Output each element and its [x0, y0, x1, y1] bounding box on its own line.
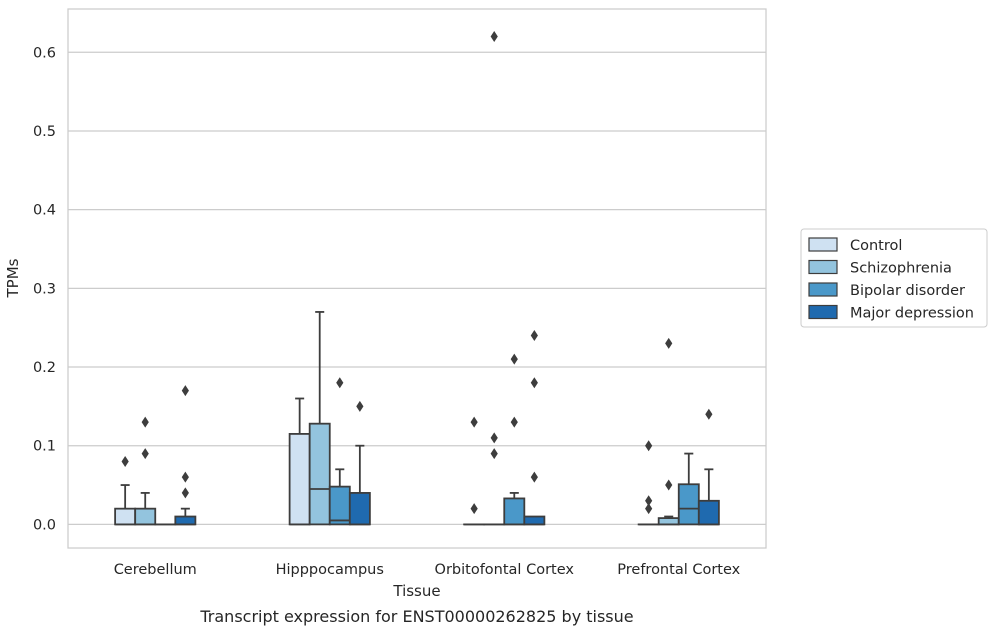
- y-tick-label: 0.0: [33, 517, 56, 533]
- gridlines: [68, 51, 766, 526]
- outlier-point: [645, 440, 653, 452]
- outlier-point: [510, 353, 518, 365]
- outlier-point: [490, 31, 498, 43]
- box: [503, 353, 526, 526]
- outlier-point: [665, 479, 673, 491]
- box-body: [288, 433, 311, 526]
- y-tick-label: 0.2: [33, 360, 56, 376]
- box-body: [134, 507, 157, 526]
- chart-caption: Transcript expression for ENST0000026282…: [199, 607, 633, 626]
- outlier-point: [705, 408, 713, 420]
- plot-frame: [67, 8, 767, 549]
- outlier-point: [470, 503, 478, 515]
- legend-label: Control: [850, 238, 902, 254]
- box: [134, 416, 157, 526]
- box: [697, 408, 720, 526]
- y-tick-label: 0.4: [33, 203, 56, 219]
- x-tick-label: Prefrontal Cortex: [617, 562, 740, 578]
- box-body: [114, 507, 137, 526]
- outlier-point: [510, 416, 518, 428]
- legend-label: Schizophrenia: [850, 261, 952, 277]
- box-body: [328, 485, 351, 526]
- outlier-point: [356, 400, 364, 412]
- outlier-point: [181, 471, 189, 483]
- box: [328, 377, 351, 526]
- legend: Control Schizophrenia Bipolar disorder Majo…: [800, 228, 988, 328]
- legend-swatch: [808, 237, 838, 252]
- box: [288, 397, 311, 526]
- y-axis-ticks: 0.0 0.1 0.2 0.3 0.4 0.5 0.6: [33, 45, 56, 533]
- outlier-point: [490, 448, 498, 460]
- y-tick-label: 0.5: [33, 124, 56, 140]
- y-axis-label: TPMs: [4, 258, 22, 298]
- y-tick-label: 0.3: [33, 281, 56, 297]
- outlier-point: [181, 487, 189, 499]
- box-body: [174, 515, 197, 526]
- outlier-point: [645, 503, 653, 515]
- y-tick-label: 0.1: [33, 439, 56, 455]
- outlier-point: [490, 432, 498, 444]
- outlier-point: [470, 416, 478, 428]
- x-axis-ticks: Cerebellum Hipppocampus Orbitofontal Corte…: [114, 562, 741, 578]
- box: [657, 337, 680, 526]
- box-body: [523, 515, 546, 526]
- box: [677, 452, 700, 526]
- legend-frame: [800, 228, 988, 328]
- legend-swatch: [808, 259, 838, 275]
- y-tick-label: 0.6: [33, 45, 56, 61]
- box: [348, 400, 371, 526]
- outlier-point: [530, 471, 538, 483]
- box: [523, 330, 546, 526]
- legend-swatch: [808, 304, 838, 320]
- outlier-point: [336, 377, 344, 389]
- box-body: [697, 499, 720, 526]
- outlier-point: [141, 448, 149, 460]
- outlier-point: [530, 330, 538, 342]
- legend-swatch: [808, 282, 838, 297]
- outlier-point: [530, 377, 538, 389]
- box-body: [348, 492, 371, 526]
- outlier-point: [665, 337, 673, 349]
- outlier-point: [141, 416, 149, 428]
- box-body: [308, 422, 331, 526]
- box: [637, 440, 660, 526]
- x-tick-label: Cerebellum: [114, 562, 197, 578]
- outlier-point: [645, 495, 653, 507]
- boxes: [114, 31, 720, 526]
- x-tick-label: Orbitofontal Cortex: [435, 562, 575, 578]
- legend-label: Bipolar disorder: [850, 283, 965, 299]
- legend-label: Major depression: [850, 306, 974, 322]
- box: [463, 416, 486, 526]
- x-tick-label: Hipppocampus: [276, 562, 384, 578]
- outlier-point: [121, 455, 129, 467]
- box: [308, 311, 331, 526]
- box: [114, 455, 137, 526]
- box: [174, 385, 197, 526]
- box-body: [677, 483, 700, 526]
- box-body: [503, 497, 526, 526]
- x-axis-label: Tissue: [392, 582, 440, 600]
- box-body: [657, 517, 680, 526]
- box: [483, 31, 506, 526]
- outlier-point: [181, 385, 189, 397]
